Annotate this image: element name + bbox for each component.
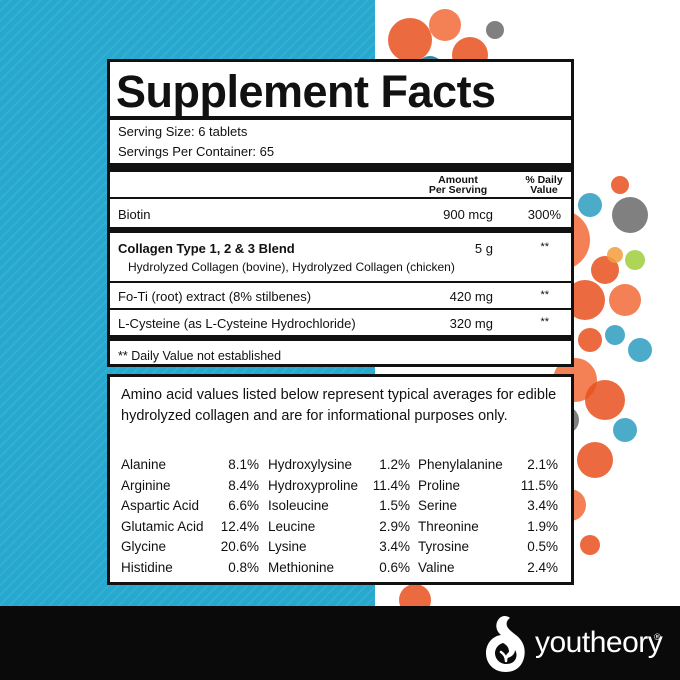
amino-acid-value: 1.2% (379, 457, 410, 472)
amino-acid-name: Alanine (121, 457, 167, 472)
nutrient-amount: 420 mg (449, 289, 493, 304)
decorative-dot (625, 250, 645, 270)
decorative-dot (609, 284, 641, 316)
rule (110, 281, 571, 283)
amino-acid-value: 1.5% (379, 498, 410, 513)
nutrient-dv: ** (540, 316, 549, 328)
amino-acid-name: Serine (418, 498, 458, 513)
decorative-dot (399, 584, 431, 606)
amino-acid-name: Phenylalanine (418, 457, 503, 472)
nutrient-name: Fo-Ti (root) extract (8% stilbenes) (118, 289, 312, 304)
amino-acid-name: Threonine (418, 518, 479, 534)
decorative-dot (580, 535, 600, 555)
decorative-dot (607, 247, 623, 263)
decorative-dot (611, 176, 629, 194)
decorative-dot (486, 21, 504, 39)
nutrient-amount: 320 mg (449, 316, 493, 331)
nutrient-name: Biotin (118, 207, 151, 222)
amount-header-line1: Amount (438, 174, 478, 186)
amino-acid-name: Hydroxyproline (268, 477, 359, 493)
serving-size: Serving Size: 6 tablets (118, 124, 248, 139)
amino-acid-name: Proline (418, 477, 461, 493)
thick-rule (110, 227, 571, 233)
footnote: ** Daily Value not established (118, 349, 282, 363)
decorative-dot (565, 280, 605, 320)
dv-header-line2: Value (530, 184, 558, 196)
decorative-dot (388, 18, 432, 62)
decorative-dot (612, 197, 648, 233)
amount-header-line2: Per Serving (428, 184, 488, 196)
thick-rule (110, 335, 571, 341)
amino-acid-name: Glutamic Acid (121, 518, 204, 534)
amino-acid-value: 3.4% (527, 498, 558, 513)
amino-acid-value: 3.4% (379, 539, 410, 554)
amino-acid-value: 0.6% (379, 559, 410, 575)
brand-footer (0, 606, 680, 680)
amino-acid-name: Methionine (268, 559, 335, 575)
amino-acid-value: 2.9% (379, 518, 410, 534)
amino-acid-value: 8.4% (228, 477, 259, 493)
amino-acid-name: Hydroxylysine (268, 457, 353, 472)
nutrient-amount: 900 mcg (443, 207, 493, 222)
decorative-dot (429, 9, 461, 41)
amino-acid-value: 11.4% (372, 477, 410, 493)
nutrient-dv: 300% (527, 207, 561, 222)
facts-title: Supplement Facts (116, 66, 496, 117)
thick-rule (110, 163, 571, 172)
decorative-dot (628, 338, 652, 362)
amino-acid-name: Aspartic Acid (121, 498, 200, 513)
amino-acid-value: 6.6% (228, 498, 259, 513)
decorative-dot (578, 193, 602, 217)
amino-acid-value: 12.4% (220, 518, 259, 534)
nutrient-amount: 5 g (474, 241, 493, 256)
dv-header-line1: % Daily (525, 174, 563, 186)
amino-acid-value: 20.6% (220, 539, 259, 554)
nutrient-dv: ** (540, 241, 549, 253)
amino-acid-name: Tyrosine (418, 539, 470, 554)
amino-acid-name: Arginine (121, 477, 171, 493)
nutrient-dv: ** (540, 289, 549, 301)
supplement-facts-panel: Supplement Facts Serving Size: 6 tablets… (107, 59, 574, 367)
amino-acid-name: Lysine (268, 539, 307, 554)
amino-acid-value: 1.9% (527, 518, 558, 534)
amino-acid-name: Isoleucine (268, 498, 329, 513)
nutrient-name: L-Cysteine (as L-Cysteine Hydrochloride) (118, 316, 356, 331)
youtheory-logo-icon (486, 615, 525, 672)
decorative-dot (577, 442, 613, 478)
brand-name: youtheory (535, 626, 663, 659)
amino-acid-name: Histidine (121, 559, 173, 575)
amino-acid-value: 11.5% (520, 477, 558, 493)
amino-acid-panel: Amino acid values listed below represent… (107, 374, 574, 585)
amino-acid-value: 8.1% (228, 457, 259, 472)
registered-mark: ® (654, 632, 661, 642)
amino-acid-name: Valine (418, 559, 455, 575)
thick-rule (110, 116, 571, 120)
nutrient-subtext: Hydrolyzed Collagen (bovine), Hydrolyzed… (128, 260, 455, 274)
amino-acid-value: 0.5% (527, 539, 558, 554)
amino-acid-value: 2.1% (527, 457, 558, 472)
decorative-dot (605, 325, 625, 345)
nutrient-name: Collagen Type 1, 2 & 3 Blend (118, 241, 295, 256)
amino-intro: Amino acid values listed below represent… (121, 387, 557, 424)
servings-per-container: Servings Per Container: 65 (118, 144, 275, 159)
rule (110, 197, 571, 199)
decorative-dot (578, 328, 602, 352)
amino-acid-name: Glycine (121, 539, 167, 554)
decorative-dot (613, 418, 637, 442)
decorative-dot (591, 256, 619, 284)
amino-acid-value: 2.4% (527, 559, 558, 575)
rule (110, 308, 571, 310)
amino-acid-name: Leucine (268, 518, 316, 534)
amino-acid-value: 0.8% (228, 559, 259, 575)
decorative-dot (585, 380, 625, 420)
